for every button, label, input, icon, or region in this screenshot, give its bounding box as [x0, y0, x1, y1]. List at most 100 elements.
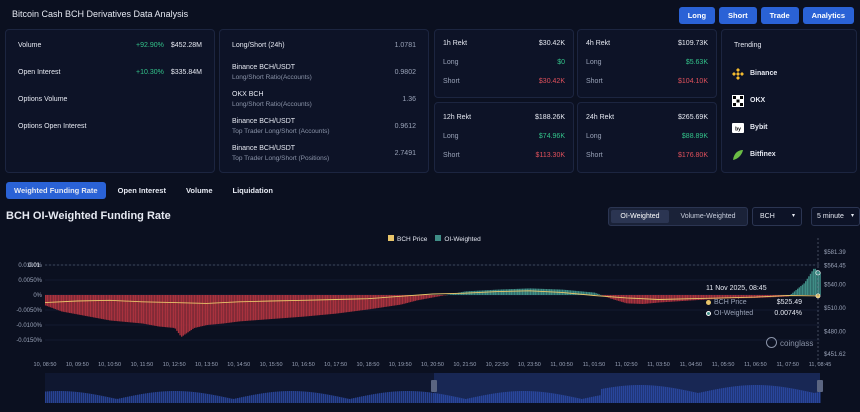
navigator-bar: [663, 387, 665, 403]
funding-bar: [245, 295, 246, 321]
navigator-bar: [529, 391, 531, 403]
navigator-bar: [455, 397, 457, 403]
rekt-long-label: Long: [586, 133, 602, 140]
navigator-bar: [669, 387, 671, 403]
navigator-bar: [129, 396, 131, 403]
funding-bar: [298, 295, 299, 317]
interval-select[interactable]: 5 minute ▾: [811, 207, 860, 226]
navigator-bar: [813, 393, 815, 403]
oi-weighted-toggle[interactable]: OI-Weighted: [611, 210, 669, 223]
navigator-bar: [719, 389, 721, 403]
funding-bar: [439, 295, 440, 296]
open-interest-change: +10.30%: [136, 69, 164, 76]
navigator-bar: [179, 391, 181, 403]
chart-legend: BCH Price OI-Weighted: [388, 235, 481, 243]
funding-bar: [522, 289, 523, 295]
funding-bar: [58, 295, 59, 310]
navigator-bar: [523, 391, 525, 403]
navigator-bar: [457, 397, 459, 403]
rekt-long-label: Long: [586, 59, 602, 66]
trending-item-label: Bybit: [750, 124, 768, 131]
navigator-bar: [535, 391, 537, 403]
navigator-bar: [615, 387, 617, 403]
navigator-bar: [493, 394, 495, 403]
funding-bar: [82, 295, 83, 315]
long-button[interactable]: Long: [679, 7, 715, 24]
navigator-bar: [53, 391, 55, 403]
trade-button[interactable]: Trade: [761, 7, 799, 24]
funding-bar: [685, 295, 686, 301]
navigator-bar: [79, 392, 81, 403]
navigator-bar: [459, 398, 461, 403]
navigator-bar: [587, 398, 589, 403]
navigator-bar: [521, 391, 523, 403]
funding-bar: [511, 289, 512, 295]
tab-volume[interactable]: Volume: [178, 182, 221, 199]
trending-title: Trending: [734, 42, 761, 49]
navigator-bar: [419, 391, 421, 403]
funding-bar: [658, 295, 659, 303]
navigator-bar: [323, 394, 325, 403]
funding-bar: [487, 290, 488, 295]
tab-open-interest[interactable]: Open Interest: [110, 182, 174, 199]
navigator-bar: [709, 391, 711, 403]
funding-bar: [303, 295, 304, 317]
funding-bar: [375, 295, 376, 308]
funding-bar: [488, 290, 489, 295]
legend-item-funding[interactable]: OI-Weighted: [435, 235, 480, 243]
navigator-bar: [83, 393, 85, 403]
tab-weighted-funding-rate[interactable]: Weighted Funding Rate: [6, 182, 106, 199]
funding-bar: [107, 295, 108, 320]
x-tick-label: 11, 02:50: [615, 362, 638, 368]
short-button[interactable]: Short: [719, 7, 757, 24]
funding-bar: [536, 289, 537, 295]
navigator-bar: [233, 399, 235, 403]
navigator-bar: [777, 386, 779, 403]
navigator-bar: [67, 391, 69, 403]
funding-bar: [703, 295, 704, 300]
ratio-label: Binance BCH/USDT: [232, 145, 295, 152]
funding-bar: [643, 295, 644, 304]
navigator-bar: [209, 394, 211, 403]
funding-bar: [88, 295, 89, 317]
funding-bar: [307, 295, 308, 316]
funding-bar: [191, 295, 192, 330]
funding-bar: [426, 295, 427, 299]
navigator-bar: [49, 391, 51, 403]
navigator-bar: [765, 385, 767, 403]
funding-bar: [304, 295, 305, 317]
funding-bar: [311, 295, 312, 316]
funding-bar: [75, 295, 76, 314]
x-tick-label: 10, 09:50: [66, 362, 89, 368]
funding-bar: [59, 295, 60, 311]
tab-liquidation[interactable]: Liquidation: [225, 182, 281, 199]
rekt-title: 1h Rekt: [443, 40, 467, 47]
funding-bar: [336, 295, 337, 314]
navigator-bar: [621, 386, 623, 403]
navigator-bar: [755, 385, 757, 403]
navigator-bar: [225, 397, 227, 403]
funding-bar: [376, 295, 377, 308]
coin-select[interactable]: BCH ▾: [752, 207, 802, 226]
navigator-bar: [559, 394, 561, 403]
volume-weighted-toggle[interactable]: Volume-Weighted: [671, 210, 745, 223]
funding-bar: [599, 294, 600, 295]
analytics-button[interactable]: Analytics: [803, 7, 854, 24]
navigator-bar: [807, 392, 809, 403]
navigator-bar: [291, 391, 293, 403]
funding-bar: [199, 295, 200, 327]
rekt-short-value: $104.10K: [678, 78, 708, 85]
navigator-bar: [69, 391, 71, 403]
funding-bar: [64, 295, 65, 312]
rekt-short-row: Short $113.30K: [435, 152, 573, 164]
navigator-bar: [653, 386, 655, 403]
funding-bar: [208, 295, 209, 325]
navigator-bar: [213, 395, 215, 403]
navigator-bar: [249, 396, 251, 403]
funding-bar: [259, 295, 260, 320]
price-tick-label: $451.62: [824, 352, 846, 358]
navigator-bar: [337, 397, 339, 403]
navigator-bar: [465, 399, 467, 403]
funding-bar: [538, 289, 539, 295]
legend-item-price[interactable]: BCH Price: [388, 235, 427, 243]
